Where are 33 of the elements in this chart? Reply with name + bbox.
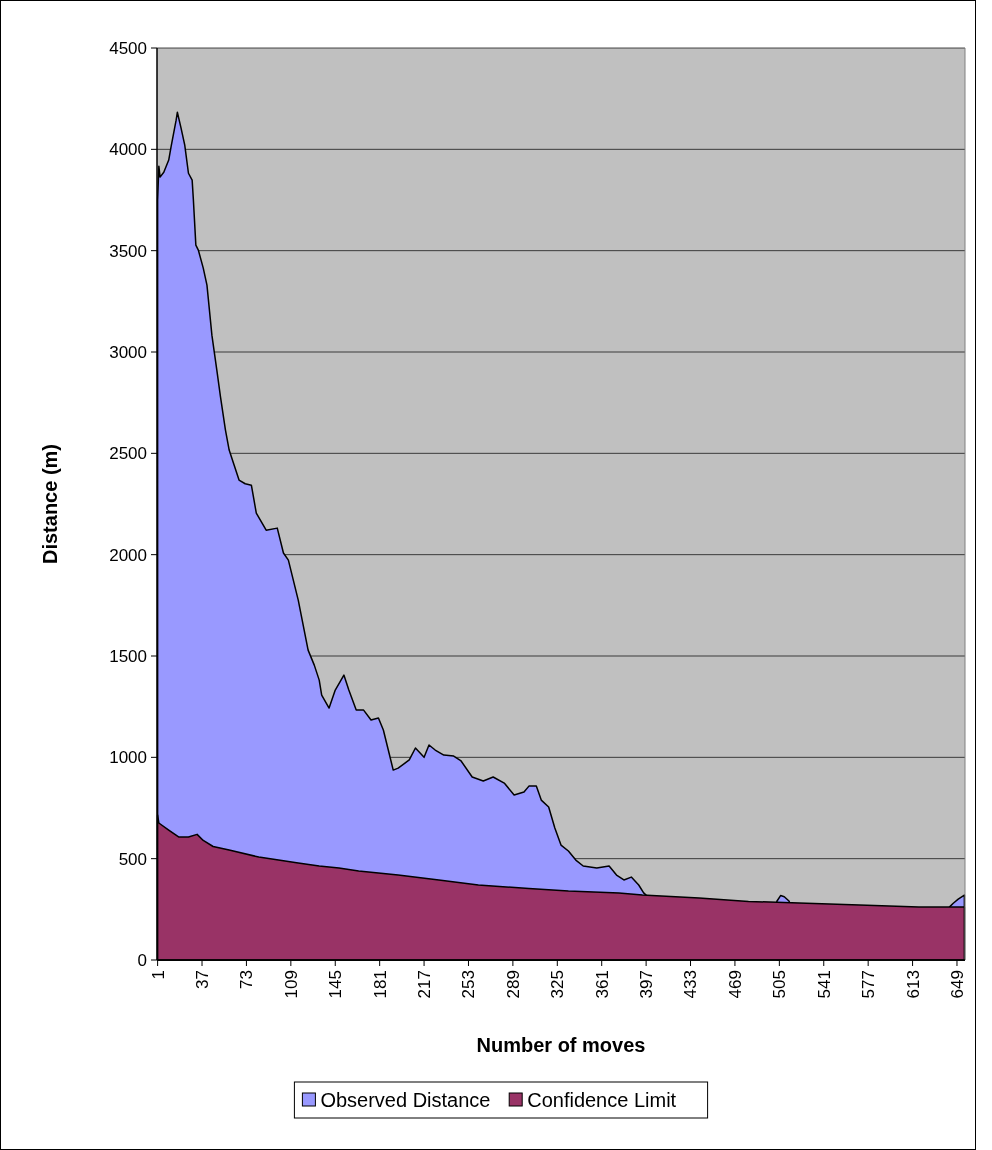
y-tick-label: 1500 <box>109 646 147 666</box>
y-tick-label: 1000 <box>109 748 147 768</box>
x-tick-label: 361 <box>592 970 612 999</box>
x-tick-label: 109 <box>281 970 301 999</box>
x-tick-label: 73 <box>237 970 257 989</box>
x-tick-label: 181 <box>370 970 390 999</box>
x-tick-label: 253 <box>459 970 479 999</box>
x-tick-label: 325 <box>548 970 568 999</box>
x-tick-label: 649 <box>947 970 967 999</box>
y-tick-label: 2000 <box>109 545 147 565</box>
y-tick-label: 0 <box>137 950 147 970</box>
y-tick-label: 3000 <box>109 342 147 362</box>
x-tick-label: 37 <box>192 970 212 989</box>
x-tick-label: 577 <box>859 970 879 999</box>
x-tick-label: 433 <box>681 970 701 999</box>
x-tick-label: 541 <box>814 970 834 999</box>
y-tick-label: 4000 <box>109 140 147 160</box>
x-tick-label: 145 <box>326 970 346 999</box>
x-tick-label: 289 <box>503 970 523 999</box>
y-tick-label: 3500 <box>109 241 147 261</box>
y-tick-label: 4500 <box>109 38 147 58</box>
x-tick-label: 505 <box>770 970 790 999</box>
y-axis-title: Distance (m) <box>39 443 61 565</box>
x-tick-label: 613 <box>903 970 923 999</box>
x-tick-label: 1 <box>148 970 168 980</box>
legend-label: Confidence Limit <box>527 1089 677 1111</box>
x-tick-label: 217 <box>415 970 435 999</box>
legend-label: Observed Distance <box>320 1089 491 1111</box>
x-tick-label: 397 <box>637 970 657 999</box>
y-tick-label: 500 <box>118 849 147 869</box>
x-axis-title: Number of moves <box>476 1034 646 1056</box>
x-tick-label: 469 <box>725 970 745 999</box>
y-tick-label: 2500 <box>109 444 147 464</box>
